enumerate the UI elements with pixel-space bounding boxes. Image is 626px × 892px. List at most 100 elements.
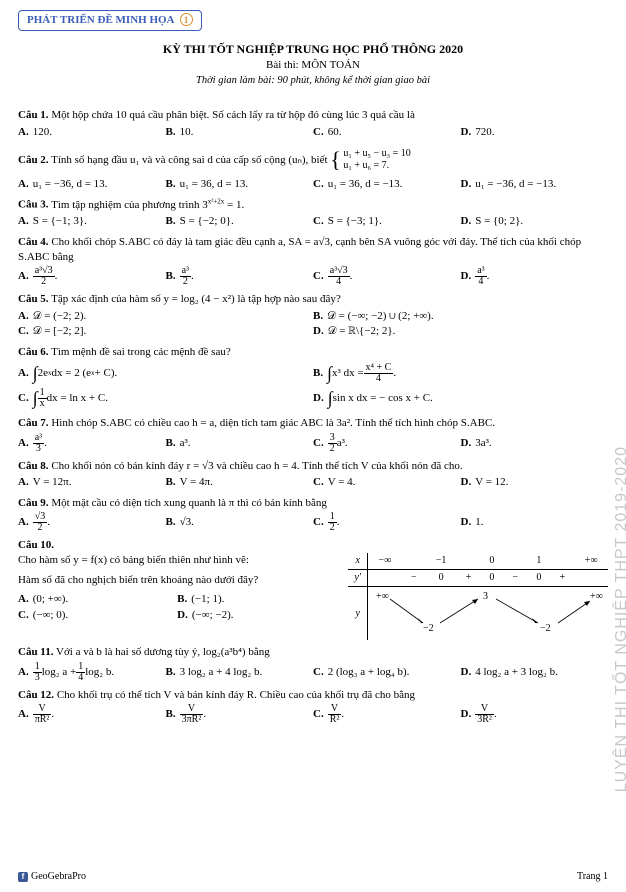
q1-A: A.120. [18, 125, 166, 140]
q2-C: C.u₁ = 36, d = −13. [313, 177, 461, 192]
svg-text:+∞: +∞ [590, 591, 603, 602]
q4-A: A.a³√32. [18, 266, 166, 287]
svg-text:−2: −2 [540, 623, 551, 634]
q7-label: Câu 7. [18, 417, 49, 429]
q2-label: Câu 2. [18, 154, 49, 166]
q2-system: { u₁ + u₅ − u₃ = 10u₁ + u₆ = 7. [330, 145, 410, 176]
q9-A: A.√32. [18, 512, 166, 533]
question-8: Câu 8. Cho khối nón có bán kính đáy r = … [18, 459, 608, 491]
q2-B: B.u₁ = 36, d = 13. [166, 177, 314, 192]
q5-C: C.𝒟 = [−2; 2]. [18, 324, 313, 339]
q1-B: B.10. [166, 125, 314, 140]
q1-D: D.720. [461, 125, 609, 140]
svg-text:3: 3 [483, 591, 488, 602]
q3-label: Câu 3. [18, 199, 49, 211]
q11-C: C.2 (log₃ a + log₄ b). [313, 662, 461, 683]
question-1: Câu 1. Một hộp chứa 10 quả cầu phân biệt… [18, 108, 608, 140]
q1-label: Câu 1. [18, 109, 49, 121]
q7-A: A.a³3. [18, 433, 166, 454]
q6-C: C.∫ 1x dx = ln x + C. [18, 386, 313, 411]
q11-A: A.13 log₂ a + 14 log₂ b. [18, 662, 166, 683]
question-4: Câu 4. Cho khối chóp S.ABC có đáy là tam… [18, 235, 608, 288]
q9-C: C.12. [313, 512, 461, 533]
q7-text: Hình chóp S.ABC có chiều cao h = a, diện… [51, 417, 495, 429]
q5-text: Tập xác định của hàm số y = log₂ (4 − x²… [51, 293, 341, 305]
q4-D: D.a³4. [461, 266, 609, 287]
q8-A: A.V = 12π. [18, 475, 166, 490]
q6-label: Câu 6. [18, 346, 49, 358]
title-block: KỲ THI TỐT NGHIỆP TRUNG HỌC PHỔ THÔNG 20… [18, 41, 608, 88]
q8-D: D.V = 12. [461, 475, 609, 490]
q1-C: C.60. [313, 125, 461, 140]
question-7: Câu 7. Hình chóp S.ABC có chiều cao h = … [18, 416, 608, 453]
q2-text: Tính số hạng đầu u₁ và và công sai d của… [51, 154, 327, 166]
q4-C: C.a³√34. [313, 266, 461, 287]
q8-text: Cho khối nón có bán kính đáy r = √3 và c… [51, 460, 462, 472]
q3-C: C.S = {−3; 1}. [313, 214, 461, 229]
q12-label: Câu 12. [18, 689, 54, 701]
q11-label: Câu 11. [18, 646, 53, 658]
q9-label: Câu 9. [18, 497, 49, 509]
q10-D: D.(−∞; −2). [177, 608, 336, 623]
q9-text: Một mặt cầu có diện tích xung quanh là π… [51, 497, 327, 509]
question-6: Câu 6. Tìm mệnh đề sai trong các mệnh đề… [18, 345, 608, 412]
title-sub: Bài thi: MÔN TOÁN [18, 58, 608, 73]
q11-text: Với a và b là hai số dương tùy ý, log₂(a… [56, 646, 270, 658]
q5-B: B.𝒟 = (−∞; −2) ∪ (2; +∞). [313, 309, 608, 324]
q2-D: D.u₁ = −36, d = −13. [461, 177, 609, 192]
footer-left: GeoGebraPro [31, 871, 86, 882]
q12-text: Cho khối trụ có thể tích V và bán kính đ… [57, 689, 415, 701]
q8-B: B.V = 4π. [166, 475, 314, 490]
q10-label: Câu 10. [18, 538, 608, 553]
q12-B: B.V3πR². [166, 704, 314, 725]
q9-B: B.√3. [166, 512, 314, 533]
q10-B: B.(−1; 1). [177, 592, 336, 607]
question-9: Câu 9. Một mặt cầu có diện tích xung qua… [18, 496, 608, 533]
q4-text: Cho khối chóp S.ABC có đáy là tam giác đ… [18, 236, 581, 263]
question-5: Câu 5. Tập xác định của hàm số y = log₂ … [18, 292, 608, 339]
q5-D: D.𝒟 = ℝ\{−2; 2}. [313, 324, 608, 339]
footer: fGeoGebraPro Trang 1 [18, 870, 608, 884]
question-2: Câu 2. Tính số hạng đầu u₁ và và công sa… [18, 145, 608, 192]
q6-B: B.∫ x³ dx = x⁴ + C4. [313, 361, 608, 386]
q3-A: A.S = {−1; 3}. [18, 214, 166, 229]
q12-A: A.VπR². [18, 704, 166, 725]
title-main: KỲ THI TỐT NGHIỆP TRUNG HỌC PHỔ THÔNG 20… [18, 41, 608, 58]
q4-label: Câu 4. [18, 236, 49, 248]
q7-C: C.32a³. [313, 433, 461, 454]
question-11: Câu 11. Với a và b là hai số dương tùy ý… [18, 645, 608, 682]
q12-D: D.V3R². [461, 704, 609, 725]
watermark: LUYỆN THI TỐT NGHIỆP THPT 2019-2020 [611, 446, 626, 792]
q3-B: B.S = {−2; 0}. [166, 214, 314, 229]
svg-text:−2: −2 [423, 623, 434, 634]
q8-C: C.V = 4. [313, 475, 461, 490]
q1-text: Một hộp chứa 10 quả cầu phân biệt. Số cá… [51, 109, 415, 121]
q6-A: A.∫ 2ex dx = 2 (ex + C). [18, 361, 313, 386]
q7-D: D.3a³. [461, 433, 609, 454]
q3-D: D.S = {0; 2}. [461, 214, 609, 229]
badge-num: 1 [180, 13, 193, 26]
variation-arrows-svg: +∞ 3 +∞ −2 −2 [368, 587, 608, 635]
svg-text:+∞: +∞ [376, 591, 389, 602]
facebook-icon: f [18, 872, 28, 882]
q8-label: Câu 8. [18, 460, 49, 472]
footer-right: Trang 1 [577, 870, 608, 884]
title-time: Thời gian làm bài: 90 phút, không kể thờ… [18, 74, 608, 89]
q6-text: Tìm mệnh đề sai trong các mệnh đề sau? [51, 346, 231, 358]
question-3: Câu 3. Tìm tập nghiệm của phương trình 3… [18, 197, 608, 229]
q11-B: B.3 log₂ a + 4 log₂ b. [166, 662, 314, 683]
question-10: Câu 10. Cho hàm số y = f(x) có bảng biến… [18, 538, 608, 640]
q6-D: D.∫ sin x dx = − cos x + C. [313, 386, 608, 411]
q10-A: A.(0; +∞). [18, 592, 177, 607]
q4-B: B.a³2. [166, 266, 314, 287]
q11-D: D.4 log₂ a + 3 log₂ b. [461, 662, 609, 683]
q12-C: C.VR². [313, 704, 461, 725]
q10-text1: Cho hàm số y = f(x) có bảng biến thiên n… [18, 553, 336, 568]
q9-D: D.1. [461, 512, 609, 533]
question-12: Câu 12. Cho khối trụ có thể tích V và bá… [18, 688, 608, 725]
q10-C: C.(−∞; 0). [18, 608, 177, 623]
badge-text: PHÁT TRIỂN ĐỀ MINH HỌA [27, 14, 174, 26]
q10-text2: Hàm số đã cho nghịch biến trên khoảng nà… [18, 573, 336, 588]
q5-label: Câu 5. [18, 293, 49, 305]
q10-variation-table: x −∞ −1 0 1 +∞ y′ − 0+ 0− 0+ y [348, 553, 608, 640]
